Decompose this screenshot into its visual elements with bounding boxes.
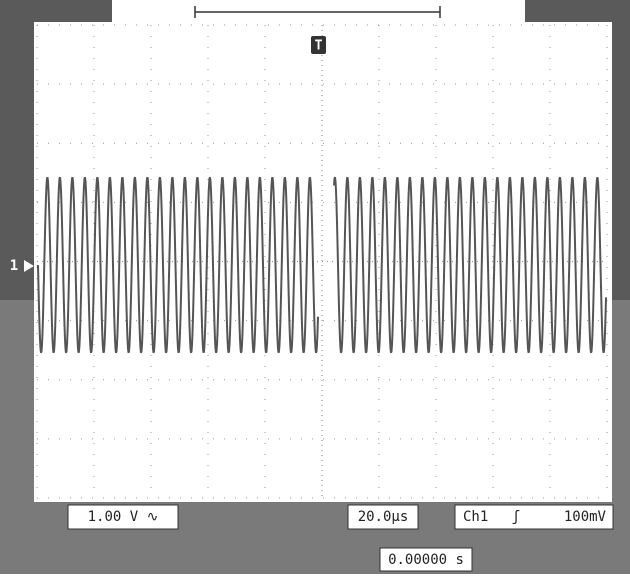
oscilloscope-screen: T 1 1.00 V ∿ 20.0µs Ch1 ʃ 100mV 0.00000 …: [0, 0, 630, 574]
trigger-marker: T: [315, 39, 323, 54]
trigger-level: 100mV: [564, 509, 607, 525]
trigger-source: Ch1: [463, 509, 488, 525]
time-offset: 0.00000 s: [388, 552, 464, 568]
time-per-div: 20.0µs: [358, 509, 409, 525]
channel-marker: 1: [10, 258, 18, 274]
volts-per-div: 1.00 V ∿: [88, 509, 159, 525]
trigger-slope: ʃ: [512, 509, 520, 525]
